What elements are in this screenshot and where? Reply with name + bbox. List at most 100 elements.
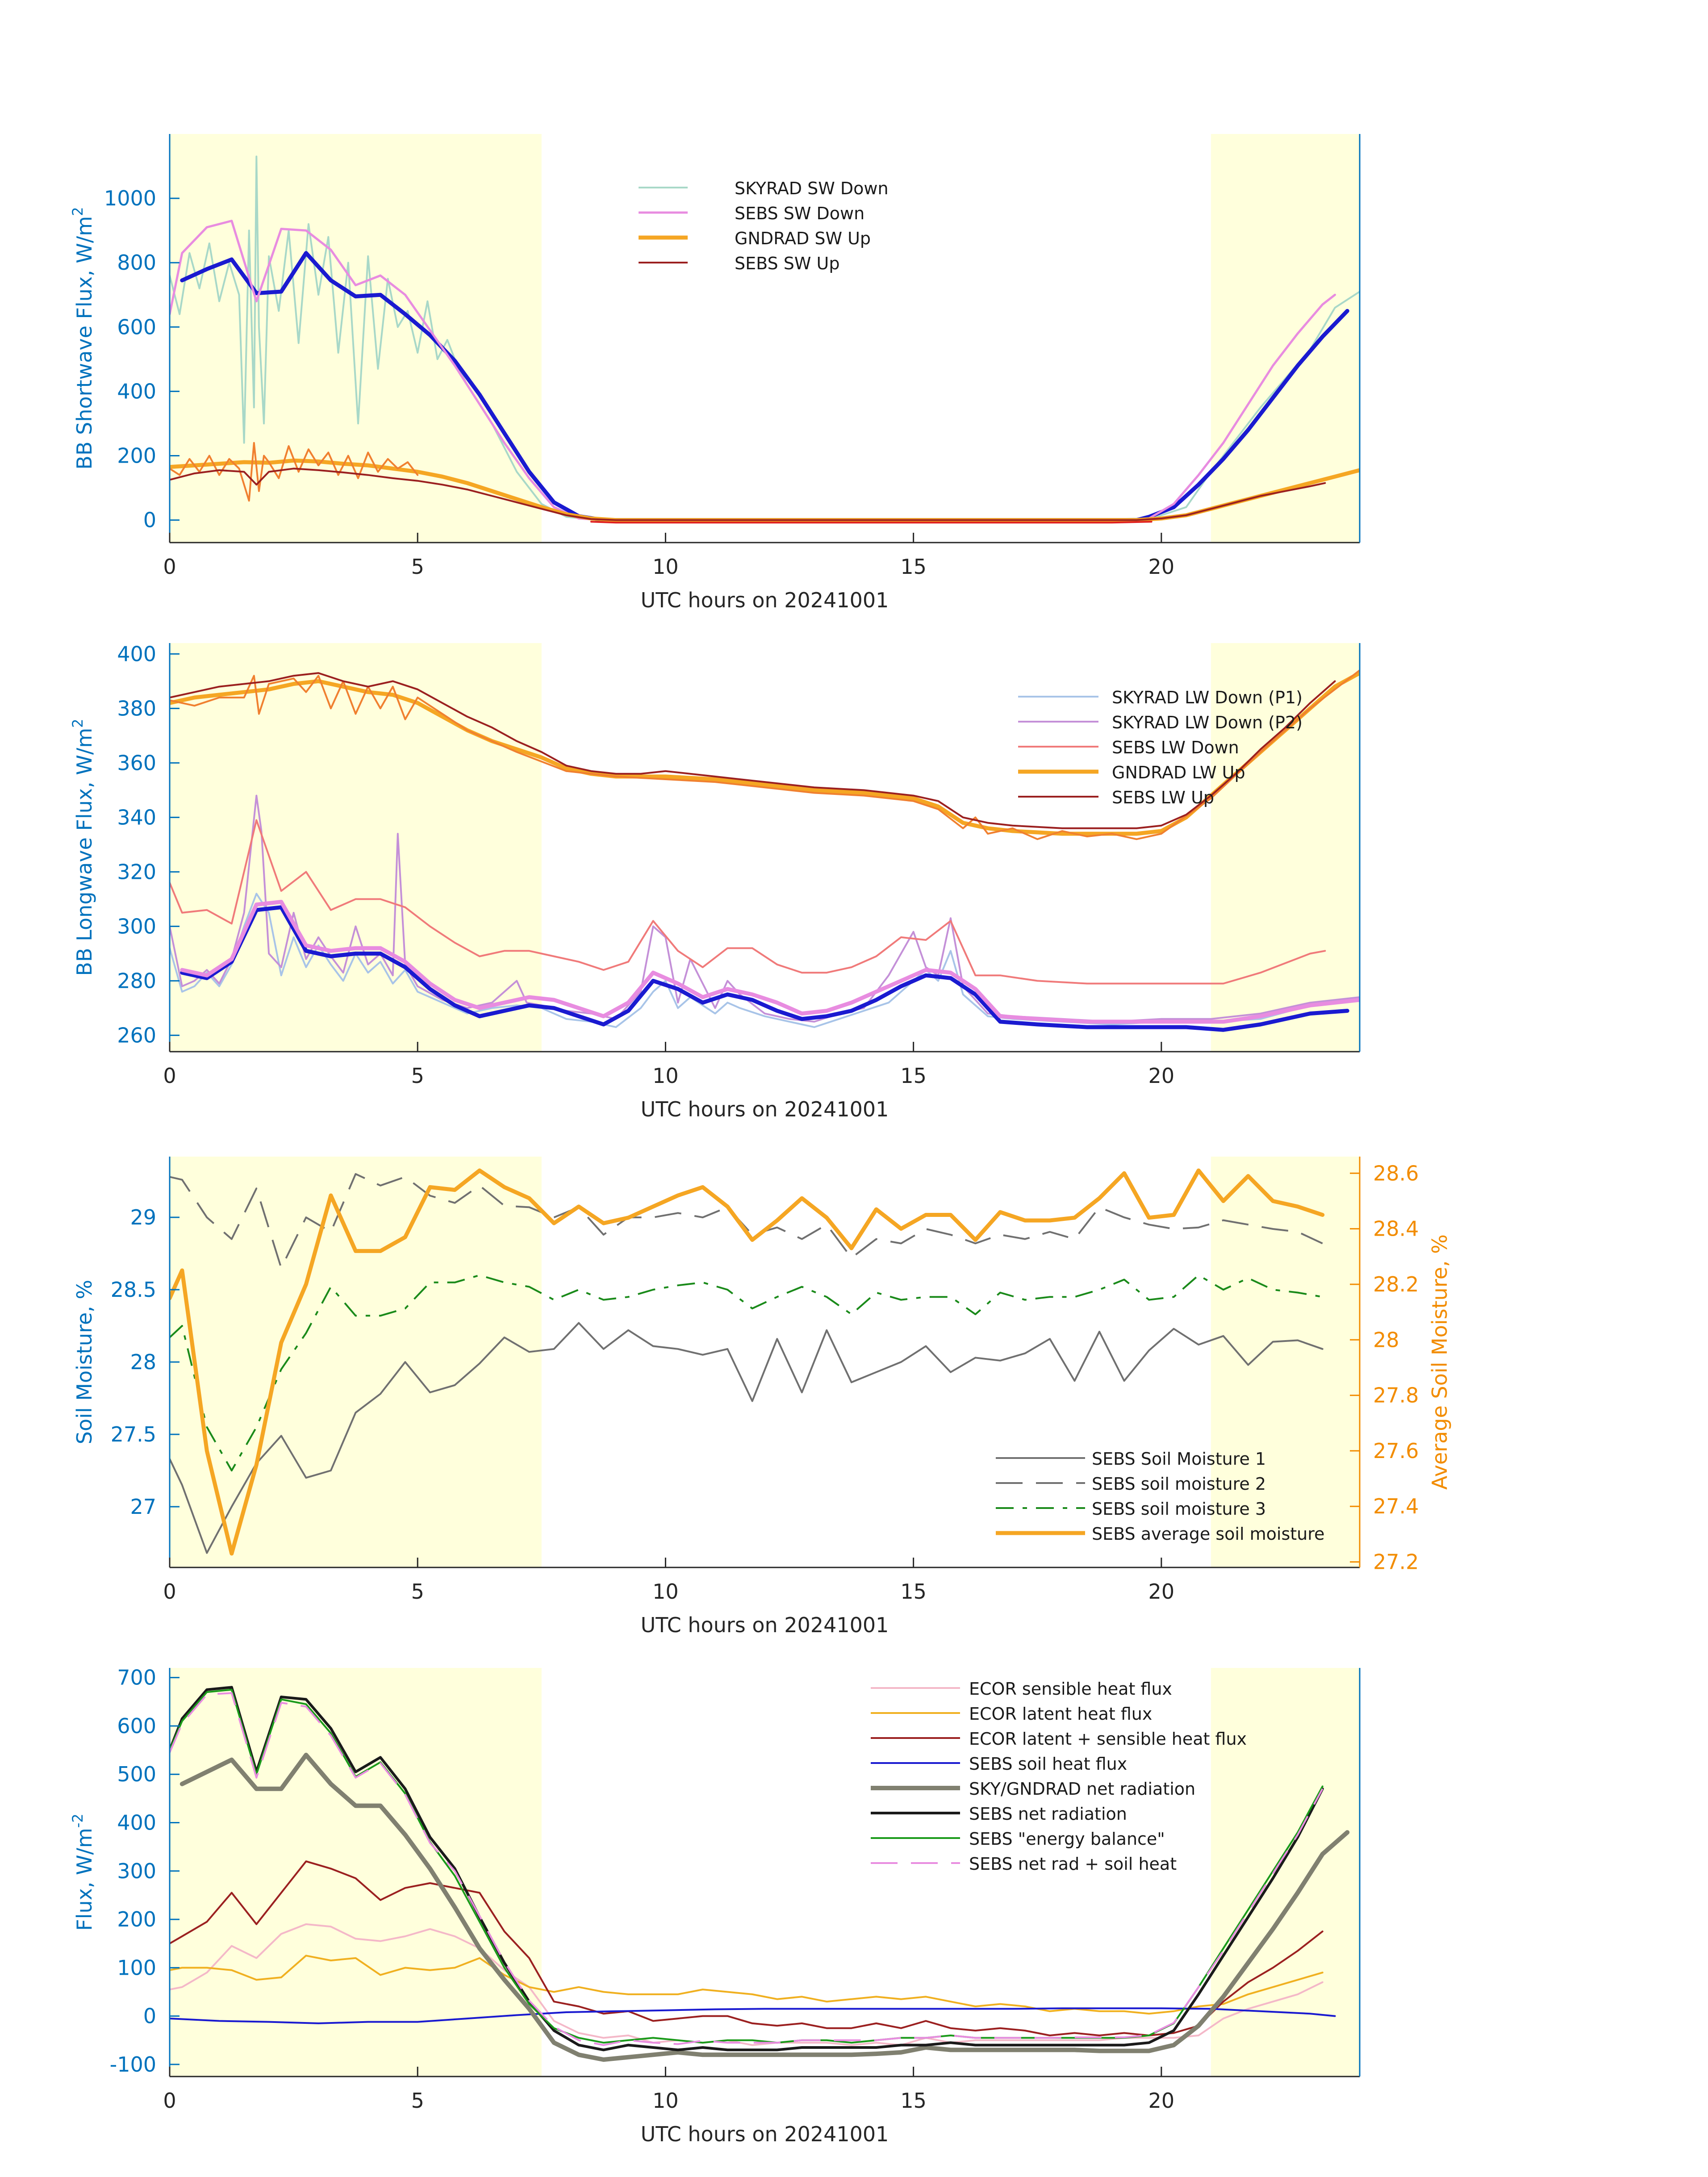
y-tick-label: 27 [130,1495,156,1519]
legend: ECOR sensible heat flux ECOR latent heat … [871,1679,1247,1874]
y-tick-label: 27.5 [111,1422,156,1446]
y-tick-label: 600 [117,1714,156,1738]
x-tick-label: 5 [411,1064,424,1088]
y-tick-label: 400 [117,379,156,403]
y-tick-label: 380 [117,696,156,720]
legend-entry: SEBS net radiation [969,1804,1127,1824]
legend-entry: SEBS LW Up [1112,788,1214,807]
y-tick-label: 0 [143,2004,156,2028]
x-tick-label: 0 [163,1579,176,1604]
y-right-tick-label: 27.4 [1373,1494,1419,1518]
y-tick-label: 1000 [104,186,156,210]
y-tick-label: 600 [117,315,156,339]
shaded-region [170,1668,542,2077]
series-line [170,2007,1336,2024]
y-tick-label: -100 [110,2052,156,2077]
y-tick-label: 300 [117,1859,156,1883]
series-line [170,1692,1324,2046]
y-tick-label: 500 [117,1762,156,1786]
y-axis-label-superscript: -2 [69,1813,86,1828]
shaded-region [170,1157,542,1567]
y-tick-label: 200 [117,443,156,468]
series-line [180,905,1349,1032]
legend-entry: ECOR latent heat flux [969,1704,1152,1724]
y-tick-label: 0 [143,508,156,532]
y-axis-label: BB Longwave Flux, W/m2 [69,719,96,976]
y-axis-label-superscript: 2 [69,719,86,727]
x-axis-label: UTC hours on 20241001 [641,1613,889,1637]
y-tick-label: 300 [117,914,156,938]
y-tick-label: 700 [117,1666,156,1690]
x-tick-label: 10 [652,1579,679,1604]
legend-entry: GNDRAD SW Up [735,229,871,248]
x-axis-label: UTC hours on 20241001 [641,588,889,612]
x-tick-label: 20 [1148,1064,1175,1088]
legend-entry: SKYRAD LW Down (P1) [1112,688,1303,707]
y-axis-label: Soil Moisture, % [72,1280,96,1444]
legend-entry: SEBS soil heat flux [969,1754,1127,1774]
y-right-tick-label: 28.2 [1373,1272,1419,1296]
legend-entry: SEBS Soil Moisture 1 [1092,1449,1266,1469]
legend: SKYRAD LW Down (P1) SKYRAD LW Down (P2) SE… [1018,688,1303,807]
y-axis-label: Flux, W/m-2 [69,1813,96,1931]
x-tick-label: 0 [163,1064,176,1088]
plot-area [170,1168,1325,1556]
x-axis-label: UTC hours on 20241001 [641,1097,889,1121]
x-tick-label: 15 [900,2089,927,2113]
series-line [170,1322,1324,1554]
series-line [170,819,1326,985]
y-axis-label: BB Shortwave Flux, W/m2 [69,207,96,469]
y-right-tick-label: 28 [1373,1328,1399,1352]
legend-entry: SKYRAD LW Down (P2) [1112,713,1303,732]
x-tick-label: 5 [411,2089,424,2113]
legend-entry: SEBS SW Down [735,204,864,223]
x-tick-label: 15 [900,555,927,579]
y-right-tick-label: 28.6 [1373,1161,1419,1185]
y-tick-label: 100 [117,1956,156,1980]
x-tick-label: 20 [1148,555,1175,579]
y-tick-label: 260 [117,1023,156,1047]
legend-entry: SEBS average soil moisture [1092,1524,1324,1544]
shaded-region [170,643,542,1052]
shaded-region [1211,1668,1360,2077]
y-tick-label: 400 [117,1811,156,1835]
x-tick-label: 20 [1148,1579,1175,1604]
y-right-tick-label: 27.8 [1373,1383,1419,1408]
series-line [170,1274,1323,1471]
shaded-region [170,134,542,543]
x-tick-label: 5 [411,1579,424,1604]
x-axis-label: UTC hours on 20241001 [641,2122,889,2146]
y-tick-label: 360 [117,751,156,775]
plot-area [170,1686,1350,2062]
x-tick-label: 0 [163,2089,176,2113]
x-tick-label: 10 [652,1064,679,1088]
chart-longwave: 0 5 10 15 20 UTC hours on 20241001 260 280 300 32… [69,642,1361,1121]
legend-entry: SEBS soil moisture 2 [1092,1474,1266,1494]
x-tick-label: 15 [900,1579,927,1604]
legend-entry: SEBS "energy balance" [969,1829,1165,1849]
series-line [170,672,1336,829]
legend: SEBS Soil Moisture 1 SEBS soil moisture 2… [996,1449,1324,1544]
y-axis-label-superscript: 2 [69,207,86,216]
y-tick-label: 29 [130,1205,156,1229]
x-tick-label: 15 [900,1064,927,1088]
x-tick-label: 20 [1148,2089,1175,2113]
chart-soil_moisture: 0 5 10 15 20 UTC hours on 20241001 27 27.5 28 28.… [72,1157,1452,1637]
legend-entry: SEBS soil moisture 3 [1092,1499,1266,1519]
legend: SKYRAD SW Down SEBS SW Down GNDRAD SW Up SE… [639,179,889,273]
y-tick-label: 340 [117,805,156,829]
plot-area [170,669,1360,1032]
series-line [170,1168,1325,1556]
shaded-region [1211,643,1360,1052]
x-tick-label: 10 [652,555,679,579]
plot-area [170,155,1360,524]
y-tick-label: 800 [117,251,156,275]
chart-shortwave: 0 5 10 15 20 UTC hours on 20241001 0 200 400 600 8… [69,134,1361,612]
y-axis-right-label: Average Soil Moisture, % [1428,1234,1452,1490]
legend-entry: SKY/GNDRAD net radiation [969,1779,1195,1799]
x-tick-label: 10 [652,2089,679,2113]
y-tick-label: 280 [117,969,156,993]
legend-entry: ECOR sensible heat flux [969,1679,1172,1699]
series-line [170,1955,1324,2015]
